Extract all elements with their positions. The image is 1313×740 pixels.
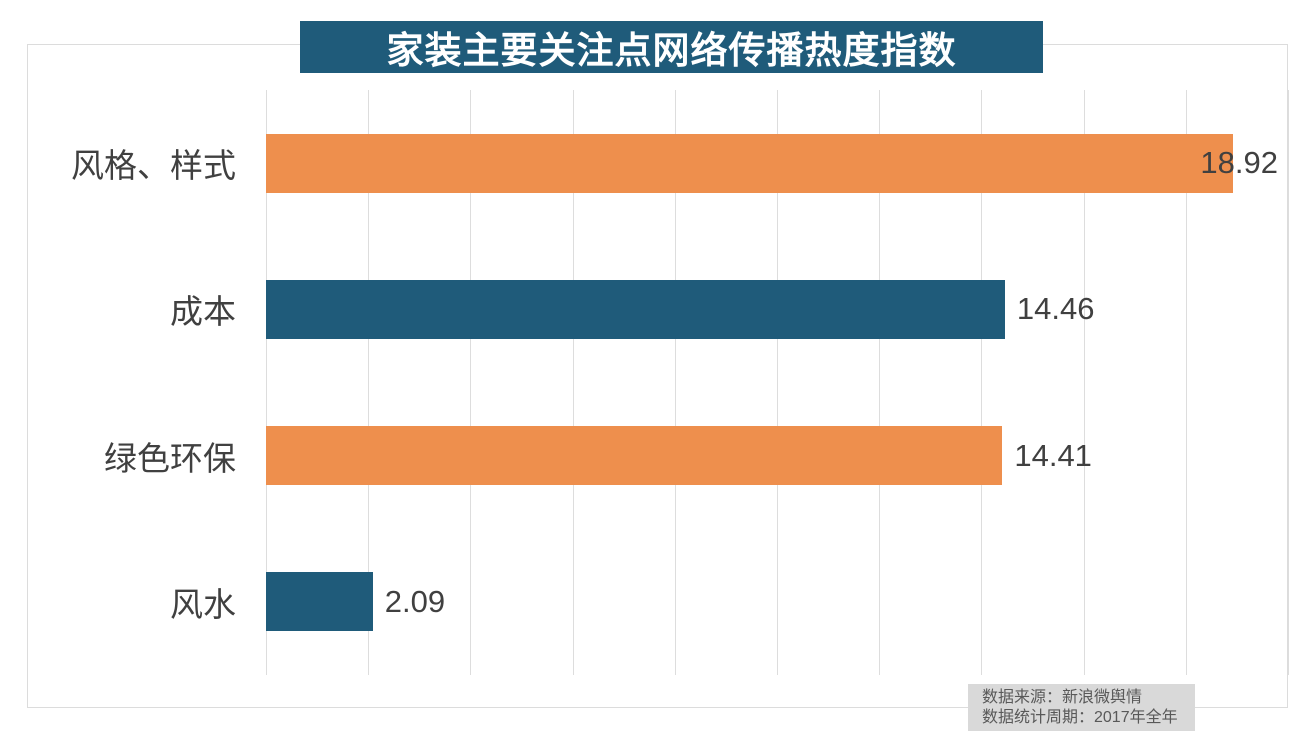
source-note-box: 数据来源：新浪微舆情 数据统计周期：2017年全年 <box>968 684 1195 731</box>
gridline <box>879 90 881 675</box>
category-label: 绿色环保 <box>104 439 236 477</box>
category-axis: 风格、样式成本绿色环保风水 <box>28 90 250 675</box>
value-label: 2.09 <box>384 583 446 619</box>
gridline <box>1288 90 1289 675</box>
bar <box>266 279 1005 339</box>
value-label: 14.46 <box>1016 291 1095 327</box>
gridline <box>1083 90 1085 675</box>
gridline <box>470 90 472 675</box>
gridline <box>572 90 574 675</box>
category-label: 风水 <box>170 585 236 623</box>
bar <box>266 572 373 632</box>
plot-area: 18.92 14.46 14.41 2.09 <box>266 90 1289 675</box>
source-line-2: 数据统计周期：2017年全年 <box>982 709 1178 726</box>
gridline <box>981 90 983 675</box>
gridline <box>777 90 778 675</box>
value-label: 14.41 <box>1014 437 1092 473</box>
chart-title: 家装主要关注点网络传播热度指数 <box>386 30 957 71</box>
chart-title-banner: 家装主要关注点网络传播热度指数 <box>300 21 1043 73</box>
gridline <box>674 90 676 675</box>
category-label: 风格、样式 <box>71 147 236 185</box>
value-label: 18.92 <box>1200 145 1278 181</box>
gridline <box>266 90 267 675</box>
bar <box>266 133 1233 193</box>
gridline <box>368 90 370 675</box>
source-line-1: 数据来源：新浪微舆情 <box>982 689 1143 706</box>
gridline <box>1185 90 1187 675</box>
category-label: 成本 <box>170 293 236 331</box>
bar <box>266 426 1003 486</box>
